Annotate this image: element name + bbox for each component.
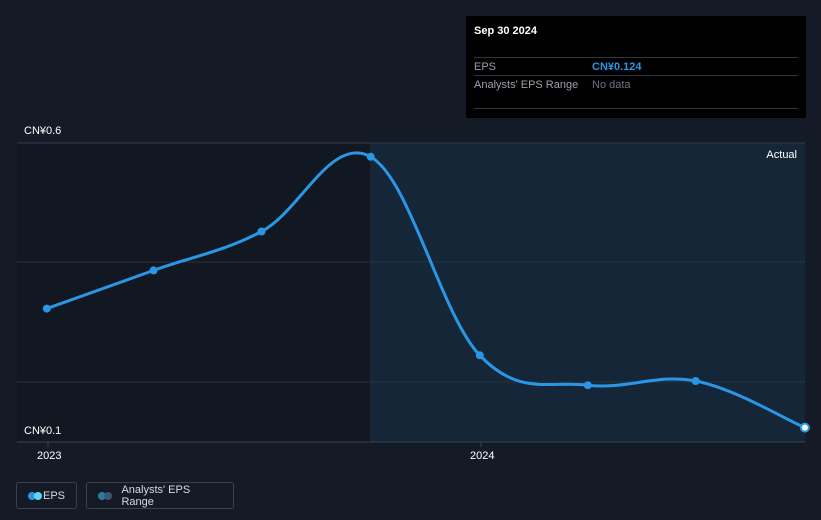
tooltip-eps-label: EPS	[474, 61, 497, 73]
region-label-actual: Actual	[766, 149, 797, 161]
eps-point[interactable]	[257, 227, 266, 236]
tooltip-panel: Sep 30 2024 EPS CN¥0.124 Analysts' EPS R…	[466, 16, 806, 118]
legend-range-icon	[98, 491, 113, 500]
eps-point[interactable]	[583, 381, 592, 390]
tooltip-range-label: Analysts' EPS Range	[474, 79, 579, 91]
x-tick-label-2024: 2024	[470, 450, 494, 462]
tooltip-row-eps: EPS CN¥0.124	[474, 57, 798, 76]
past-shade	[17, 143, 371, 442]
legend-eps-icon	[28, 491, 42, 500]
legend-eps-button[interactable]: EPS	[16, 482, 77, 509]
eps-point[interactable]	[475, 351, 484, 360]
y-label-top: CN¥0.6	[24, 125, 61, 137]
eps-point[interactable]	[42, 304, 51, 313]
eps-point[interactable]	[691, 377, 700, 385]
eps-series-line	[45, 151, 807, 430]
tooltip-date: Sep 30 2024	[474, 25, 537, 37]
eps-point[interactable]	[366, 152, 375, 161]
x-tick-label-2023: 2023	[37, 450, 61, 462]
tooltip-row-range: Analysts' EPS Range No data	[474, 75, 798, 94]
eps-points	[42, 152, 810, 433]
tooltip-divider	[474, 108, 798, 109]
eps-point[interactable]	[149, 266, 158, 275]
legend-range-label: Analysts' EPS Range	[121, 483, 191, 508]
tooltip-eps-value: CN¥0.124	[592, 61, 642, 73]
eps-point[interactable]	[799, 422, 810, 433]
tooltip-range-value: No data	[592, 79, 631, 91]
legend-eps-label: EPS	[42, 489, 65, 502]
legend-range-button[interactable]: Analysts' EPS Range	[86, 482, 234, 509]
y-label-bottom: CN¥0.1	[24, 425, 61, 437]
